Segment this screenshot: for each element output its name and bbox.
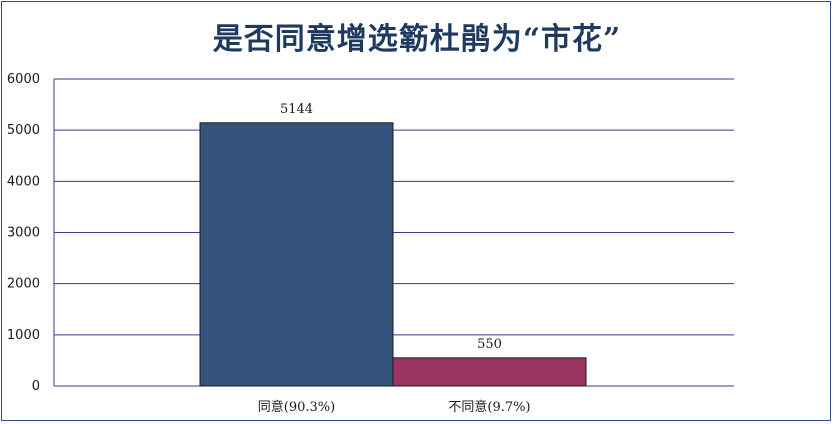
y-tick-label: 5000	[7, 123, 40, 138]
y-tick-label: 0	[32, 379, 40, 394]
gridlines	[53, 78, 734, 387]
data-labels: 5144 550	[280, 102, 502, 352]
category-labels: 同意(90.3%) 不同意(9.7%)	[258, 399, 531, 415]
y-tick-label: 2000	[7, 277, 40, 292]
y-tick-label: 1000	[7, 328, 40, 343]
bar	[199, 122, 394, 387]
category-label: 不同意(9.7%)	[448, 399, 530, 415]
y-tick-label: 6000	[7, 72, 40, 87]
y-tick-label: 3000	[7, 226, 40, 241]
chart-title: 是否同意增选簕杜鹃为“市花”	[212, 22, 622, 57]
bar	[392, 357, 587, 387]
bar-data-label: 550	[477, 337, 502, 352]
y-tick-label: 4000	[7, 174, 40, 189]
bars	[199, 122, 587, 387]
category-label: 同意(90.3%)	[258, 399, 335, 415]
bar-data-label: 5144	[280, 102, 313, 117]
y-axis-ticks: 0 1000 2000 3000 4000 5000 6000	[7, 72, 40, 394]
